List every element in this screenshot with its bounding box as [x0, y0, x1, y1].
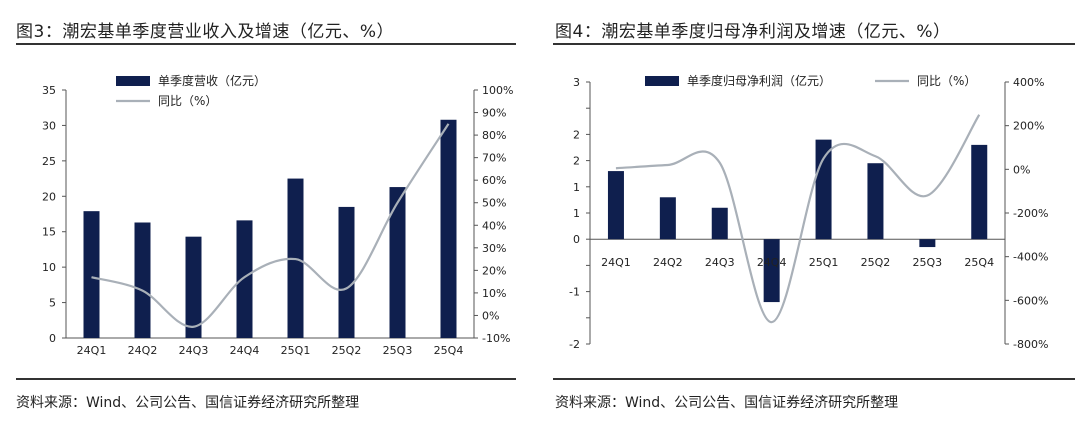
revenue-chart: 0 5 10 15 20 25 30 35 -10% 0% 10% 20% 30% 40% 50% 60% 70…	[42, 73, 513, 357]
legend-bar-swatch	[645, 76, 679, 86]
category-label: 24Q4	[757, 256, 787, 269]
left-axis-tick-label: 1	[573, 181, 580, 194]
source-rule	[553, 378, 1075, 380]
left-axis-tick-label: 25	[42, 155, 56, 168]
bar-25Q1	[815, 139, 832, 240]
left-axis-tick-label: 0	[49, 332, 56, 345]
bar-25Q4	[971, 144, 988, 240]
right-axis-tick-label: 80%	[482, 129, 506, 142]
bar-24Q4	[763, 239, 780, 303]
left-axis-tick-label: 30	[42, 119, 56, 132]
bar-25Q2	[867, 163, 884, 240]
title-rule	[16, 43, 516, 45]
right-axis-tick-label: 30%	[482, 242, 506, 255]
revenue-chart-title: 图3：潮宏基单季度营业收入及增速（亿元、%）	[16, 22, 394, 42]
revenue-chart-panel: 图3：潮宏基单季度营业收入及增速（亿元、%） 0 5 10 15 20 25 30 35 -10…	[0, 0, 530, 427]
right-axis-tick-label: -400%	[1013, 251, 1048, 264]
right-axis-tick-label: -10%	[482, 332, 510, 345]
left-axis-tick-label: 0	[573, 233, 580, 246]
right-axis-tick-label: 10%	[482, 287, 506, 300]
left-axis-tick-label: 3	[573, 76, 580, 89]
category-label: 24Q1	[601, 256, 631, 269]
right-axis-tick-label: 60%	[482, 174, 506, 187]
left-axis-tick-label: 2	[573, 155, 580, 168]
bar-25Q3	[389, 187, 406, 338]
right-axis-tick-label: -800%	[1013, 338, 1048, 351]
revenue-chart-source: 资料来源：Wind、公司公告、国信证券经济研究所整理	[16, 395, 360, 411]
right-axis-tick-label: -600%	[1013, 294, 1048, 307]
category-label: 24Q3	[705, 256, 735, 269]
legend-label: 单季度营收（亿元）	[158, 73, 266, 88]
bar-25Q4	[440, 119, 457, 338]
category-label: 24Q4	[230, 344, 260, 357]
category-label: 25Q2	[861, 256, 891, 269]
right-axis-tick-label: 0%	[1013, 163, 1030, 176]
bar-24Q1	[607, 171, 624, 240]
bar-24Q3	[185, 236, 202, 338]
bar-24Q3	[711, 207, 728, 240]
bar-24Q2	[659, 197, 676, 240]
right-axis-tick-label: -200%	[1013, 207, 1048, 220]
category-label: 25Q4	[434, 344, 464, 357]
right-axis-tick-label: 20%	[482, 264, 506, 277]
right-axis-tick-label: 100%	[482, 84, 513, 97]
bar-25Q2	[338, 206, 355, 338]
left-axis-tick-label: 15	[42, 226, 56, 239]
category-label: 24Q1	[77, 344, 107, 357]
category-label: 25Q4	[964, 256, 994, 269]
profit-chart-title: 图4：潮宏基单季度归母净利润及增速（亿元、%）	[555, 22, 951, 42]
right-axis-tick-label: 70%	[482, 152, 506, 165]
legend-label: 同比（%）	[917, 74, 976, 88]
right-axis-tick-label: 400%	[1013, 76, 1044, 89]
left-axis-tick-label: 1	[573, 207, 580, 220]
right-axis-tick-label: 0%	[482, 309, 499, 322]
left-axis-tick-label: -2	[569, 338, 580, 351]
bar-24Q2	[134, 222, 151, 338]
right-axis-tick-label: 90%	[482, 107, 506, 120]
right-axis-tick-label: 50%	[482, 197, 506, 210]
legend-label: 同比（%）	[158, 94, 217, 108]
category-label: 24Q3	[179, 344, 209, 357]
title-rule	[553, 43, 1075, 45]
left-axis-tick-label: 35	[42, 84, 56, 97]
bar-24Q4	[236, 220, 253, 338]
profit-chart-panel: 图4：潮宏基单季度归母净利润及增速（亿元、%） -2 -1 0 1 1 2 2 3 -800% -…	[545, 0, 1080, 427]
left-axis-tick-label: 20	[42, 190, 56, 203]
profit-chart-source: 资料来源：Wind、公司公告、国信证券经济研究所整理	[555, 395, 899, 411]
category-label: 24Q2	[653, 256, 683, 269]
left-axis-tick-label: 5	[49, 297, 56, 310]
category-label: 24Q2	[128, 344, 158, 357]
category-label: 25Q2	[332, 344, 362, 357]
category-label: 25Q1	[281, 344, 311, 357]
category-label: 25Q3	[913, 256, 943, 269]
left-axis-tick-label: 2	[573, 128, 580, 141]
left-axis-tick-label: 10	[42, 261, 56, 274]
legend-bar-swatch	[116, 76, 150, 86]
bar-25Q3	[919, 239, 936, 248]
bar-24Q1	[83, 211, 100, 338]
profit-chart: -2 -1 0 1 1 2 2 3 -800% -600% -400% -200% 0% 200% 400%…	[569, 73, 1048, 351]
left-axis-tick-label: -1	[569, 286, 580, 299]
right-axis-tick-label: 200%	[1013, 120, 1044, 133]
category-label: 25Q1	[809, 256, 839, 269]
legend-label: 单季度归母净利润（亿元）	[687, 73, 831, 88]
yoy-growth-line	[615, 114, 981, 324]
right-axis-tick-label: 40%	[482, 219, 506, 232]
source-rule	[16, 378, 516, 380]
category-label: 25Q3	[383, 344, 413, 357]
